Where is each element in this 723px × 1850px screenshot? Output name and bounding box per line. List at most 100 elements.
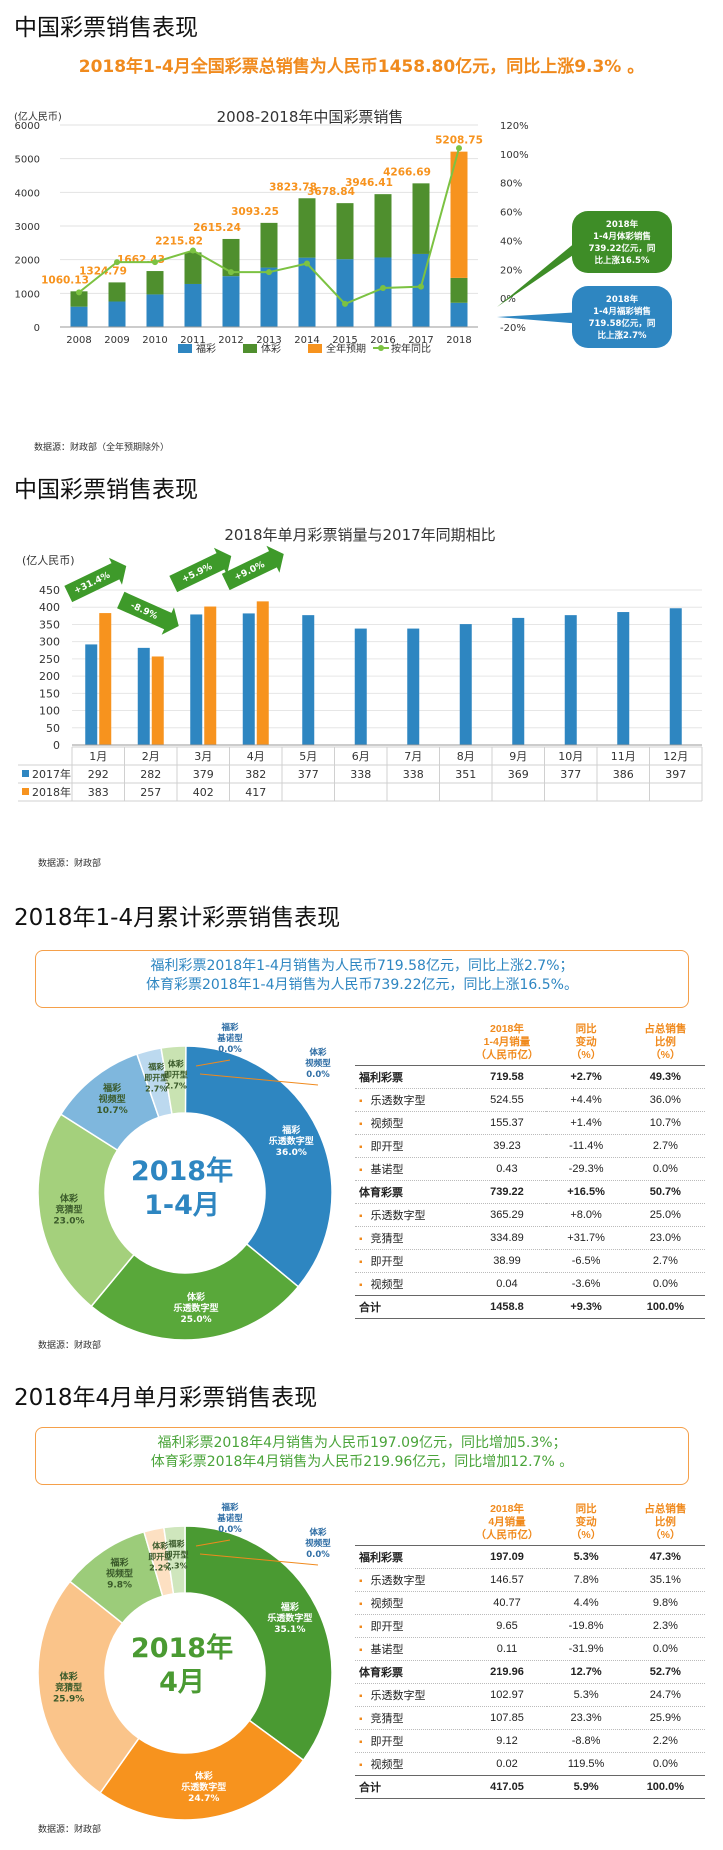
bar-sports [298,198,316,258]
table-row: 福利彩票 719.58 +2.7% 49.3% [355,1065,705,1089]
donut-slice [99,1719,305,1821]
table-header-cell: 同比 变动 （%） [570,1503,602,1541]
donut-slice-label: 福彩 [280,1601,299,1613]
donut-slice-label: 福彩 [110,1556,129,1568]
zero-slice-label: 福彩 [220,1022,239,1033]
growth-point [304,260,310,267]
table-cell-value: 7.8% [546,1568,626,1592]
donut-slice-label: 乐透数字型 [267,1612,312,1624]
growth-point [418,283,424,290]
growth-arrow [64,557,127,603]
bullet-icon: ▪ [359,1119,363,1130]
table-cell-value: 39.23 [467,1134,547,1158]
donut1-center-year: 2018年 [130,1156,234,1187]
bullet-icon: ▪ [359,1280,363,1291]
growth-point [76,289,82,296]
donut-slice-label: 乐透数字型 [174,1302,219,1314]
table-cell-value: -29.3% [546,1157,626,1181]
table-cell-name: ▪ 视频型 [355,1272,468,1296]
table-cell-value: 1458.8 [467,1295,547,1319]
donut-slice-label: 35.1% [274,1625,305,1635]
annual-sales-chart: 0 1000 2000 3000 4000 5000 6000 -20% 0% 20% 40% 60%… [15,121,672,355]
growth-arrow [117,591,179,635]
table-cell-name: ▪ 竞猜型 [355,1226,468,1250]
table-cell-value: 5.9% [546,1775,626,1799]
section3-summary: 福利彩票2018年1-4月销售为人民币719.58亿元，同比上涨2.7%； 体育… [35,950,689,1008]
table-cell-value: 100.0% [625,1295,705,1319]
section4-source: 数据源：财政部 [38,1825,102,1835]
y-tick-label: 6000 [15,121,40,132]
section3-title: 2018年1-4月累计彩票销售表现 [14,905,341,931]
bar-sports [412,183,430,254]
section3-summary-welfare: 福利彩票2018年1-4月销售为人民币719.58亿元，同比上涨2.7%； [150,958,574,974]
x-tick-label: 10月 [558,750,583,763]
y2-tick-label: 40% [500,236,522,247]
donut-slice-label: 9.8% [107,1580,132,1590]
donut-slice-label: 竞猜型 [54,1203,82,1215]
bar-2017 [85,644,98,745]
table-row: ▪ 即开型 9.12 -8.8% 2.2% [355,1729,705,1753]
donut-slice [184,1525,333,1762]
x-tick-label: 2月 [142,750,160,763]
donut-slice-label: 2.3% [165,1561,187,1570]
bar-2018 [99,613,112,745]
table-cell-name: ▪ 即开型 [355,1729,468,1753]
table-cell-value: 38.99 [467,1249,547,1273]
total-label: 3093.25 [231,206,279,218]
legend-label: 全年预期 [326,342,366,355]
zero-slice-label: 体彩 [309,1527,327,1538]
bar-welfare [184,283,202,327]
table-row: ▪ 乐透数字型 146.57 7.8% 35.1% [355,1568,705,1592]
table-cell-value: 9.12 [467,1729,547,1753]
table-cell-value: 47.3% [625,1545,705,1569]
total-label: 4266.69 [383,166,431,178]
total-label: 3678.84 [307,186,355,198]
bar-2017 [407,628,420,745]
y-tick-label: 1000 [15,289,40,300]
table-cell-value: 23.3% [546,1706,626,1730]
y-tick-label: 250 [39,653,60,666]
table-cell: 377 [560,768,581,781]
zero-slice-label: 福彩 [220,1502,239,1513]
table-cell-value: 0.0% [625,1272,705,1296]
table-cell-value: -19.8% [546,1614,626,1638]
table-cell-name: ▪ 即开型 [355,1134,468,1158]
y-tick-label: 4000 [15,188,40,199]
bar-sports [336,203,354,260]
table-cell-name: ▪ 视频型 [355,1591,468,1615]
table-row: ▪ 视频型 0.04 -3.6% 0.0% [355,1272,705,1296]
section3-summary-sports: 体育彩票2018年1-4月销售为人民币739.22亿元，同比上涨16.5%。 [146,977,578,993]
donut2-center-period: 4月 [159,1667,205,1698]
donut-slice [184,1045,333,1288]
table-cell-value: -11.4% [546,1134,626,1158]
donut-slice-label: 福彩 [168,1538,185,1548]
zero-slice-leader [195,1059,231,1067]
table-cell-value: 100.0% [625,1775,705,1799]
bar-welfare [298,257,316,327]
legend-label: 福彩 [196,342,216,355]
callout-welfare-text: 比上涨2.7% [597,330,647,341]
y2-tick-label: 80% [500,179,522,190]
table-row: ▪ 乐透数字型 102.97 5.3% 24.7% [355,1683,705,1707]
table-header-cell: 同比 变动 （%） [570,1023,602,1061]
donut-slice-label: 福彩 [281,1124,300,1136]
zero-slice-leader [199,1553,319,1566]
table-row: ▪ 竞猜型 334.89 +31.7% 23.0% [355,1226,705,1250]
section1-title: 中国彩票销售表现 [14,15,198,41]
donut-slice-label: 即开型 [148,1552,172,1562]
table-cell-value: 23.0% [625,1226,705,1250]
table-row: 体育彩票 219.96 12.7% 52.7% [355,1660,705,1684]
table-cell-name: ▪ 基诺型 [355,1637,468,1661]
donut-slice-label: 23.0% [53,1216,84,1226]
growth-point [190,247,196,254]
table-row: ▪ 视频型 40.77 4.4% 9.8% [355,1591,705,1615]
table-cell-value: 10.7% [625,1111,705,1135]
table-cell: 383 [88,786,109,799]
table-cell-value: 2.3% [625,1614,705,1638]
bullet-icon: ▪ [359,1760,363,1771]
table-cell-value: 524.55 [467,1088,547,1112]
section4-title: 2018年4月单月彩票销售表现 [14,1385,318,1411]
total-label: 1324.79 [79,265,127,277]
table-row: ▪ 乐透数字型 524.55 +4.4% 36.0% [355,1088,705,1112]
donut-slice-label: 25.9% [53,1695,84,1705]
